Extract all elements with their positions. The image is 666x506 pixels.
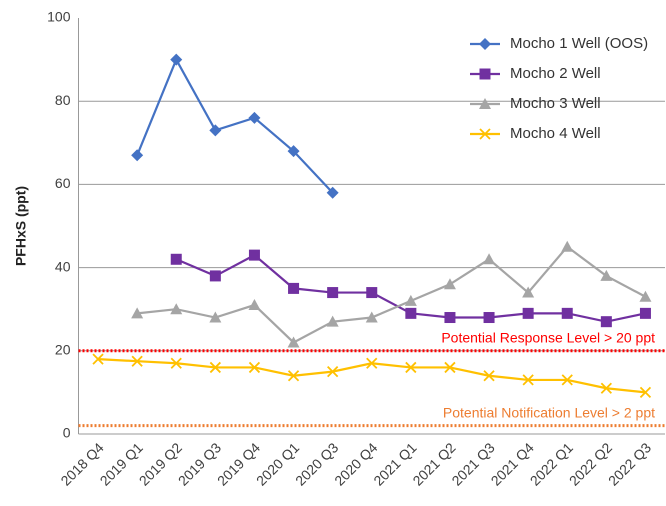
y-axis-title: PFHxS (ppt) (13, 186, 29, 266)
marker (479, 68, 491, 80)
series-line (136, 57, 334, 194)
y-tick-label: 20 (55, 342, 71, 358)
marker (326, 186, 339, 199)
marker (639, 290, 652, 302)
series-line (137, 245, 646, 344)
marker (326, 315, 339, 327)
marker (522, 286, 535, 298)
marker (479, 128, 491, 140)
marker (209, 311, 222, 323)
y-tick-label: 100 (47, 9, 71, 25)
marker (170, 253, 182, 265)
reference-label: Potential Notification Level > 2 ppt (443, 404, 655, 420)
marker (522, 374, 534, 386)
marker (131, 307, 144, 319)
marker (131, 149, 144, 162)
marker (327, 287, 339, 299)
marker (92, 353, 104, 365)
marker (561, 307, 573, 319)
marker (639, 386, 652, 399)
marker (405, 361, 417, 374)
marker (209, 124, 222, 137)
marker (404, 294, 417, 306)
marker (327, 365, 339, 378)
marker (366, 287, 378, 299)
legend-item: Mocho 1 Well (OOS) (470, 35, 648, 52)
marker (248, 361, 261, 374)
y-tick-label: 40 (55, 258, 71, 274)
marker (287, 336, 300, 348)
marker (483, 370, 495, 382)
y-tick-label: 80 (55, 92, 71, 108)
marker (248, 299, 261, 311)
marker (561, 374, 573, 386)
marker (131, 355, 143, 367)
reference-label: Potential Response Level > 20 ppt (441, 330, 655, 346)
marker (365, 311, 378, 323)
marker (600, 382, 612, 394)
legend-text: Mocho 1 Well (OOS) (510, 35, 648, 52)
marker (209, 270, 221, 282)
marker (639, 307, 651, 319)
marker (444, 361, 456, 374)
legend-text: Mocho 3 Well (510, 95, 601, 112)
marker (444, 312, 456, 324)
marker (600, 316, 612, 328)
marker (443, 278, 456, 290)
marker (248, 111, 261, 124)
marker (600, 269, 613, 281)
marker (561, 240, 574, 252)
marker (479, 98, 491, 109)
marker (366, 357, 378, 369)
marker (248, 249, 260, 261)
marker (170, 303, 183, 315)
marker (483, 312, 495, 324)
y-tick-label: 0 (63, 425, 71, 441)
x-tick-label: 2022 Q3 (605, 439, 654, 488)
marker (209, 361, 221, 374)
marker (170, 357, 182, 369)
marker (170, 53, 183, 66)
marker (522, 307, 534, 319)
y-tick-label: 60 (55, 175, 71, 191)
marker (479, 38, 491, 50)
legend-text: Mocho 2 Well (510, 65, 601, 82)
legend-text: Mocho 4 Well (510, 125, 601, 142)
marker (288, 282, 300, 294)
legend-item: Mocho 3 Well (470, 95, 601, 112)
marker (287, 370, 300, 382)
marker (483, 253, 496, 265)
legend-item: Mocho 4 Well (470, 125, 601, 142)
legend-item: Mocho 2 Well (470, 65, 601, 82)
marker (287, 145, 300, 158)
marker (405, 307, 417, 319)
